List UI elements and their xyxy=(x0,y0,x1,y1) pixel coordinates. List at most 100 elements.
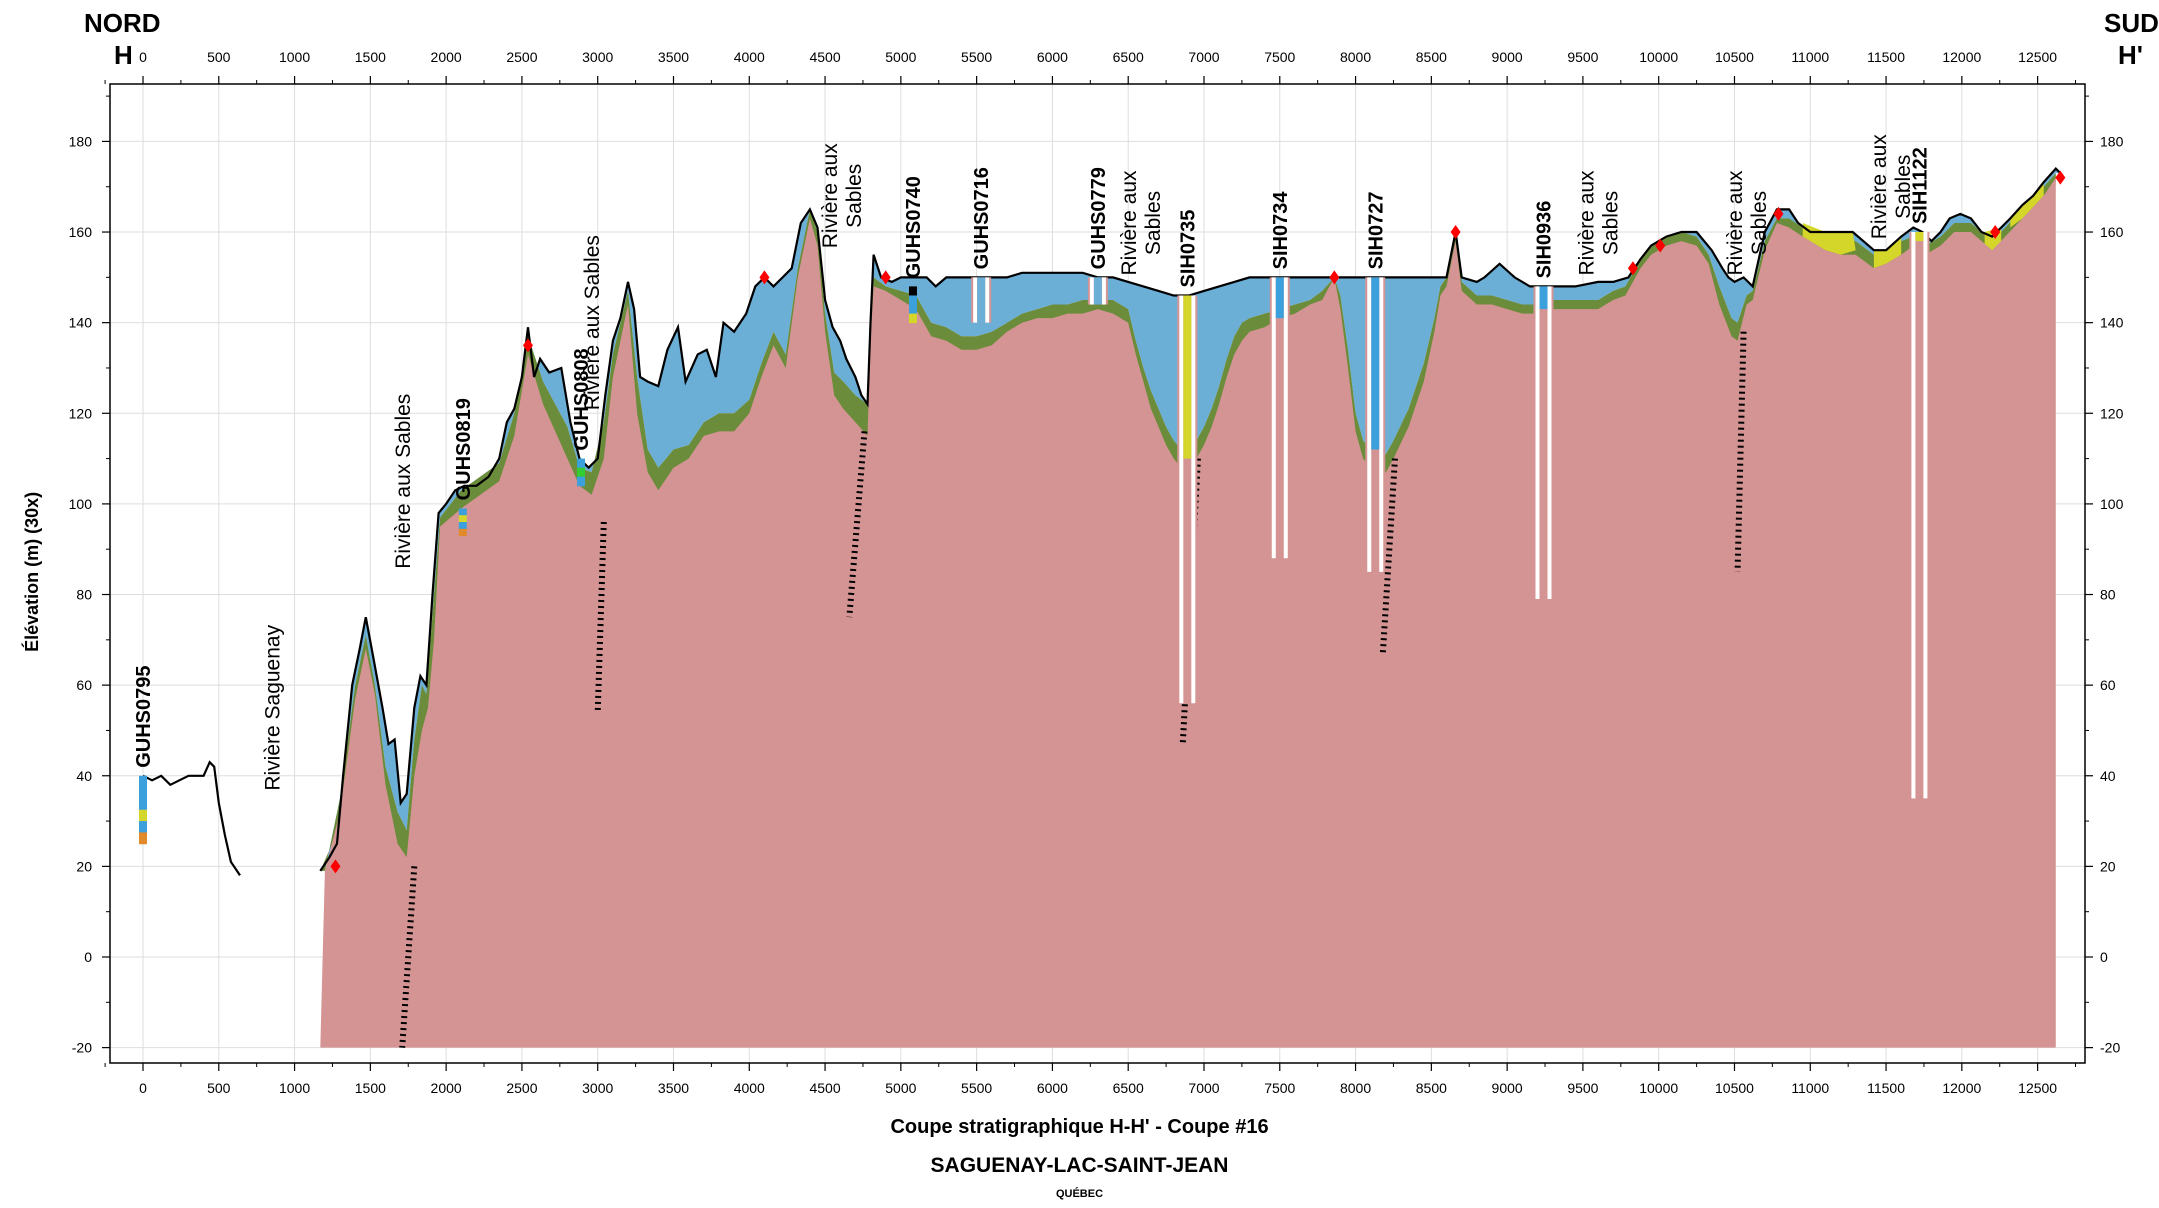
y-tick-label-right: 80 xyxy=(2100,587,2116,603)
x-tick-label-top: 12500 xyxy=(2018,49,2057,65)
borehole-label: SIH0735 xyxy=(1177,210,1199,288)
river-label-line: Rivière aux Sables xyxy=(392,394,415,569)
borehole-label: SIH1122 xyxy=(1909,147,1931,224)
borehole-segment xyxy=(458,515,467,523)
outcrop-marker xyxy=(1773,206,1784,221)
y-tick-label-right: 180 xyxy=(2100,133,2124,149)
y-tick-label-left: 60 xyxy=(76,677,92,693)
river-label-line: Rivière aux xyxy=(1868,134,1891,240)
y-tick-label-right: 20 xyxy=(2100,858,2116,874)
x-tick-label-top: 3000 xyxy=(582,49,613,65)
outcrop-marker xyxy=(1627,261,1638,276)
surface-line-main xyxy=(319,167,2062,872)
x-tick-label-top: 4500 xyxy=(809,49,840,65)
river-label-line: Sables xyxy=(1142,191,1165,255)
x-tick-label-top: 0 xyxy=(139,49,147,65)
y-tick-label-right: 120 xyxy=(2100,405,2124,421)
plot-frame xyxy=(109,83,2086,1064)
x-tick-label-bottom: 8000 xyxy=(1340,1080,1371,1096)
borehole-label: GUHS0740 xyxy=(903,176,925,278)
chart-subtitle: SAGUENAY-LAC-SAINT-JEAN xyxy=(930,1154,1229,1177)
x-tick-label-bottom: 4000 xyxy=(734,1080,765,1096)
outcrop-marker xyxy=(1655,238,1666,253)
river-label-line: Rivière aux xyxy=(819,143,842,249)
x-tick-label-bottom: 11000 xyxy=(1791,1080,1829,1096)
outcrop-marker xyxy=(330,859,341,874)
x-tick-label-top: 10000 xyxy=(1639,49,1678,65)
x-tick-label-bottom: 2000 xyxy=(431,1080,462,1096)
river-label-line: Sables xyxy=(1748,191,1771,255)
x-tick-label-bottom: 11500 xyxy=(1867,1080,1905,1096)
x-tick-label-top: 1000 xyxy=(279,49,310,65)
outcrop-marker xyxy=(1329,270,1340,285)
outcrop-marker xyxy=(2055,170,2066,185)
x-tick-label-top: 3500 xyxy=(658,49,689,65)
x-tick-label-bottom: 4500 xyxy=(809,1080,840,1096)
x-tick-label-top: 5000 xyxy=(885,49,916,65)
river-label-line: Rivière aux xyxy=(1724,170,1747,276)
borehole-fill xyxy=(1093,277,1102,305)
river-label: Rivière aux Sables xyxy=(1724,170,1771,276)
river-label-line: Rivière aux Sables xyxy=(581,235,604,410)
river-label: Rivière aux Sables xyxy=(819,143,866,249)
river-label: Rivière aux Sables xyxy=(581,235,604,410)
river-label: Rivière aux Sables xyxy=(1868,134,1915,240)
river-label: Rivière Saguenay xyxy=(261,624,284,790)
river-label: Rivière aux Sables xyxy=(1576,170,1623,276)
borehole-fill xyxy=(977,277,986,323)
x-tick-label-bottom: 3500 xyxy=(658,1080,689,1096)
y-tick-label-left: -20 xyxy=(72,1040,92,1056)
x-tick-label-top: 8000 xyxy=(1340,49,1371,65)
x-tick-label-top: 9000 xyxy=(1492,49,1523,65)
x-tick-label-bottom: 10500 xyxy=(1715,1080,1754,1096)
borehole-segment xyxy=(577,467,586,478)
borehole-segment xyxy=(139,809,147,822)
river-label-line: Rivière Saguenay xyxy=(261,624,284,790)
x-tick-label-bottom: 12000 xyxy=(1942,1080,1981,1096)
x-tick-label-bottom: 5500 xyxy=(961,1080,992,1096)
sand-layer xyxy=(320,168,2061,871)
borehole-segment xyxy=(908,304,917,315)
river-label-line: Sables xyxy=(1600,191,1623,255)
x-tick-label-bottom: 3000 xyxy=(582,1080,613,1096)
x-tick-label-bottom: 6000 xyxy=(1037,1080,1068,1096)
y-tick-label-right: 40 xyxy=(2100,768,2116,784)
north-code: H xyxy=(114,40,133,70)
y-tick-label-right: 100 xyxy=(2100,496,2124,512)
x-tick-label-bottom: 2500 xyxy=(506,1080,537,1096)
x-tick-label-top: 2500 xyxy=(506,49,537,65)
outcrop-marker xyxy=(522,338,533,353)
x-tick-label-bottom: 7000 xyxy=(1188,1080,1219,1096)
outcrop-marker xyxy=(1990,225,2001,240)
y-tick-label-left: 80 xyxy=(76,587,92,603)
annotations: Élévation (m) (30x) Rivière Saguenay Riviè… xyxy=(21,134,1915,791)
borehole-label: SIH0936 xyxy=(1534,201,1556,279)
borehole-fill xyxy=(1915,232,1924,242)
y-tick-label-right: 160 xyxy=(2100,224,2124,240)
x-tick-label-top: 7000 xyxy=(1188,49,1219,65)
borehole-segment xyxy=(139,798,147,811)
borehole-segment xyxy=(908,286,917,296)
x-tick-label-bottom: 9500 xyxy=(1567,1080,1598,1096)
y-tick-label-right: 0 xyxy=(2100,949,2108,965)
south-label: SUD xyxy=(2104,8,2159,38)
x-tick-label-bottom: 500 xyxy=(207,1080,231,1096)
x-tick-label-bottom: 5000 xyxy=(885,1080,916,1096)
x-tick-label-bottom: 0 xyxy=(139,1080,147,1096)
river-label: Rivière aux Sables xyxy=(392,394,415,569)
y-tick-label-right: 60 xyxy=(2100,677,2116,693)
surface-line-north xyxy=(142,760,241,877)
topographic-surface xyxy=(142,167,2062,877)
y-tick-label-left: 0 xyxy=(84,949,92,965)
borehole-label: GUHS0819 xyxy=(453,398,475,500)
river-label-line: Rivière aux xyxy=(1118,170,1141,276)
x-tick-label-top: 1500 xyxy=(355,49,386,65)
x-tick-label-top: 11000 xyxy=(1791,49,1829,65)
borehole-fill xyxy=(1371,277,1380,450)
x-tick-label-bottom: 7500 xyxy=(1264,1080,1295,1096)
borehole-label: SIH0727 xyxy=(1365,192,1387,270)
y-tick-label-left: 140 xyxy=(69,315,93,331)
x-tick-label-top: 10500 xyxy=(1715,49,1754,65)
y-axis-label: Élévation (m) (30x) xyxy=(21,492,42,652)
fault-line xyxy=(399,866,418,1048)
